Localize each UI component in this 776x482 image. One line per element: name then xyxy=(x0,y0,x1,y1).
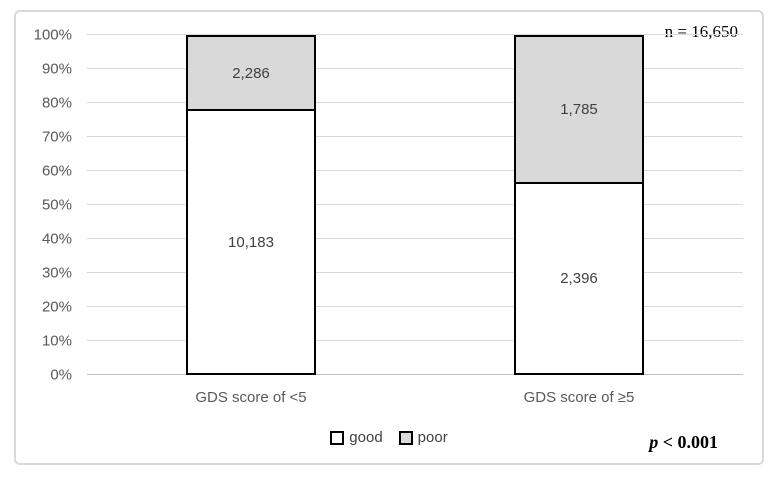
gridline xyxy=(87,306,743,307)
p-value-symbol: p xyxy=(649,432,659,452)
bar-segment-poor: 1,785 xyxy=(516,37,642,185)
gridline xyxy=(87,204,743,205)
bar-segment-poor: 2,286 xyxy=(188,37,314,111)
gridline xyxy=(87,136,743,137)
legend-swatch-icon xyxy=(330,430,345,445)
plot-area: 10,183 2,286 2,396 1,785 xyxy=(87,34,743,375)
y-axis-tick-label: 10% xyxy=(41,332,72,350)
legend-item-good: good xyxy=(330,429,383,446)
y-axis-tick-label: 30% xyxy=(41,264,72,282)
y-axis-tick-label: 70% xyxy=(41,128,72,146)
x-axis-category-label: GDS score of ≥5 xyxy=(523,389,635,406)
gridline xyxy=(87,68,743,69)
legend-swatch-icon xyxy=(398,430,413,445)
y-axis-tick-label: 60% xyxy=(41,162,72,180)
y-axis-tick-label: 0% xyxy=(50,366,72,384)
y-axis-tick-label: 80% xyxy=(41,94,72,112)
x-axis-line xyxy=(87,374,743,375)
y-axis-tick-label: 100% xyxy=(33,26,72,44)
y-axis-tick-label: 50% xyxy=(41,196,72,214)
gridline xyxy=(87,272,743,273)
bar-segment-value-label: 10,183 xyxy=(228,233,274,251)
y-axis: 0% 10% 20% 30% 40% 50% 60% 70% 80% 90% 100% xyxy=(16,27,78,384)
gridline xyxy=(87,340,743,341)
bar-segment-value-label: 2,286 xyxy=(232,64,270,82)
bar-segment-value-label: 1,785 xyxy=(560,101,598,119)
gridline xyxy=(87,170,743,171)
y-axis-tick-label: 90% xyxy=(41,60,72,78)
stacked-bar: 2,396 1,785 xyxy=(514,35,644,375)
bar-segment-value-label: 2,396 xyxy=(560,270,598,288)
gridline xyxy=(87,238,743,239)
legend-item-poor: poor xyxy=(398,429,448,446)
x-axis-category-label: GDS score of <5 xyxy=(195,389,307,406)
p-value-text: < 0.001 xyxy=(658,432,718,452)
chart-frame: n = 16,650 0% 10% 20% 30% 40% 50% 60% 70% 80% 90%… xyxy=(14,10,764,465)
legend-label: poor xyxy=(417,429,448,446)
p-value-annotation: p < 0.001 xyxy=(649,432,718,453)
bar-segment-good: 10,183 xyxy=(188,111,314,373)
bar-segment-good: 2,396 xyxy=(516,184,642,373)
y-axis-tick-label: 40% xyxy=(41,230,72,248)
gridline xyxy=(87,102,743,103)
gridline xyxy=(87,34,743,35)
stacked-bar: 10,183 2,286 xyxy=(186,35,316,375)
x-axis: GDS score of <5 GDS score of ≥5 xyxy=(87,389,743,406)
legend-label: good xyxy=(349,429,383,446)
legend: good poor xyxy=(16,429,762,446)
y-axis-tick-label: 20% xyxy=(41,298,72,316)
sample-size-annotation: n = 16,650 xyxy=(664,22,738,41)
